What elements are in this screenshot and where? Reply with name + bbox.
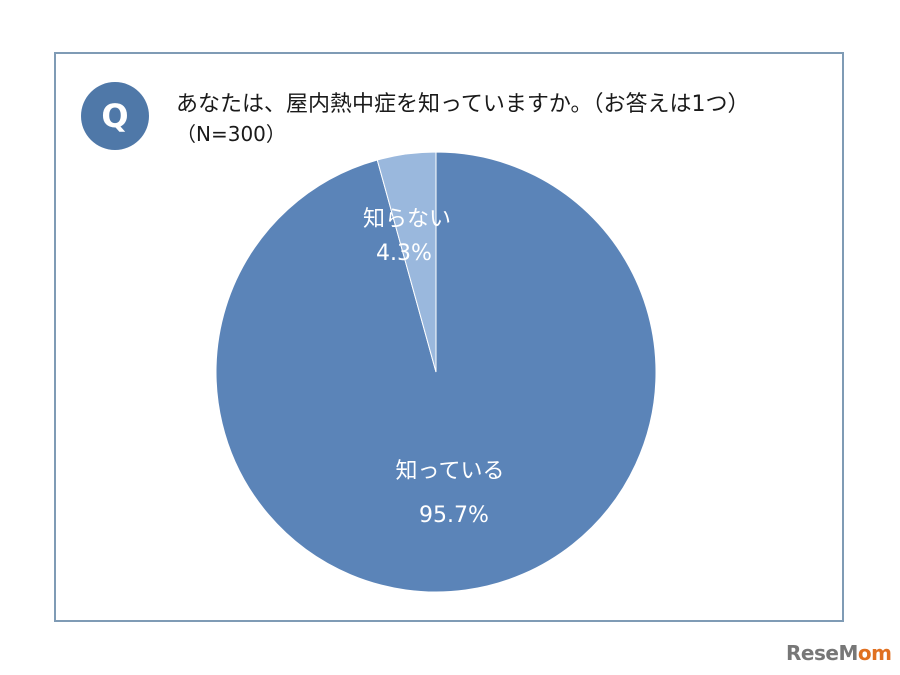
slice-label-0: 知っている	[396, 459, 505, 484]
question-badge: Q	[81, 82, 149, 150]
pie-slice-1	[376, 151, 437, 373]
question-text: あなたは、屋内熱中症を知っていますか。（お答えは1つ）	[176, 92, 750, 117]
slice-value-0: 95.7%	[419, 503, 489, 528]
slice-label-1: 知らない	[363, 207, 451, 232]
sample-size: （N=300）	[176, 122, 286, 146]
slice-value-1: 4.3%	[376, 241, 432, 266]
resemom-logo: ReseMom	[786, 641, 892, 665]
